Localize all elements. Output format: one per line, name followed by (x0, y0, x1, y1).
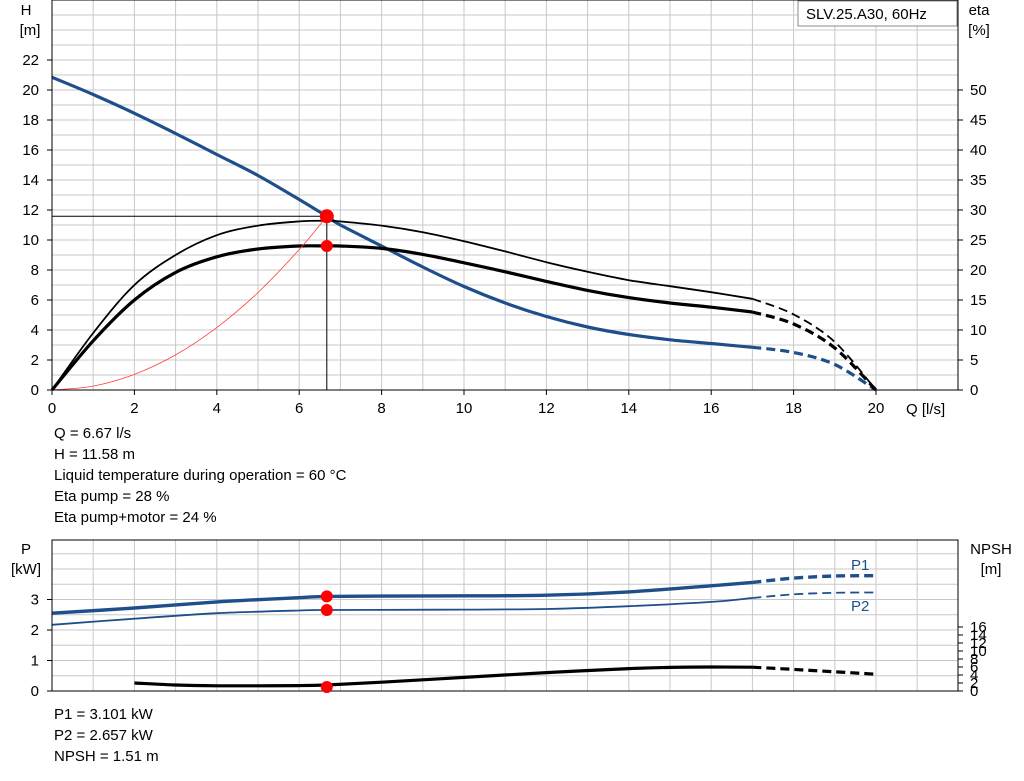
h-tick-label: 0 (31, 382, 39, 399)
series-line-2-extrapolated (751, 310, 878, 392)
npsh-tick-label: 12 (970, 635, 987, 652)
p2-marker (320, 603, 333, 616)
h-tick-label: 10 (22, 232, 39, 249)
top-chart-frame (51, 0, 959, 391)
eta-tick-label: 15 (970, 292, 987, 309)
series-label-p1: P1 (851, 557, 869, 574)
series-line-3 (51, 216, 328, 391)
power-series-line-2 (134, 665, 753, 688)
bottom-chart-frame (51, 539, 959, 692)
series-line-2 (50, 244, 753, 392)
info-npsh: NPSH = 1.51 m (54, 748, 159, 765)
x-tick-label: 8 (377, 400, 385, 417)
h-tick-label: 12 (22, 202, 39, 219)
h-tick-label: 8 (31, 262, 39, 279)
eta-tick-label: 30 (970, 202, 987, 219)
p-tick-label: 0 (31, 683, 39, 700)
power-series-line-2-extrapolated (752, 665, 877, 676)
h-tick-label: 18 (22, 112, 39, 129)
x-tick-label: 2 (130, 400, 138, 417)
p-tick-label: 1 (31, 653, 39, 670)
series-label-p2: P2 (851, 598, 869, 615)
power-series-line-1 (51, 597, 753, 626)
eta-tick-label: 40 (970, 142, 987, 159)
h-axis-label: H (21, 2, 32, 19)
x-tick-label: 10 (456, 400, 473, 417)
eta-tick-label: 50 (970, 82, 987, 99)
npsh-tick-label: 8 (970, 651, 978, 668)
x-tick-label: 20 (868, 400, 885, 417)
p1-marker (320, 590, 333, 603)
legend-text: SLV.25.A30, 60Hz (806, 6, 927, 23)
eta-tick-label: 0 (970, 382, 978, 399)
x-tick-label: 16 (703, 400, 720, 417)
p-axis-unit: [kW] (11, 561, 41, 578)
eta-axis-label: eta (969, 2, 991, 19)
npsh-tick-label: 2 (970, 675, 978, 692)
npsh-tick-label: 0 (970, 683, 978, 700)
eta-axis-unit: [%] (968, 22, 990, 39)
info-head: H = 11.58 m (54, 446, 136, 463)
npsh-tick-label: 6 (970, 659, 978, 676)
info-p1: P1 = 3.101 kW (54, 706, 153, 723)
h-tick-label: 16 (22, 142, 39, 159)
info-p2: P2 = 2.657 kW (54, 727, 153, 744)
npsh-axis-unit: [m] (981, 561, 1002, 578)
h-tick-label: 4 (31, 322, 39, 339)
eta-total-marker (320, 240, 333, 252)
legend-box (797, 0, 958, 27)
h-tick-label: 2 (31, 352, 39, 369)
bottom-chart-curves (51, 574, 877, 688)
series-line-0-extrapolated (752, 345, 877, 392)
power-point-info: P1 = 3.101 kW P2 = 2.657 kW NPSH = 1.51 … (54, 704, 159, 767)
chart-frames (51, 0, 959, 692)
npsh-tick-label: 10 (970, 643, 987, 660)
series-line-1 (51, 219, 753, 391)
duty-points (52, 209, 334, 693)
x-tick-label: 12 (538, 400, 555, 417)
eta-tick-label: 35 (970, 172, 987, 189)
duty-point-info: Q = 6.67 l/s H = 11.58 m Liquid temperat… (54, 423, 346, 528)
info-eta-pump-motor: Eta pump+motor = 24 % (54, 509, 217, 526)
q-axis-label: Q [l/s] (906, 401, 945, 418)
npsh-marker (320, 680, 333, 693)
h-tick-label: 6 (31, 292, 39, 309)
x-tick-label: 0 (48, 400, 56, 417)
h-axis-unit: [m] (20, 22, 41, 39)
npsh-tick-label: 4 (970, 667, 978, 684)
p-axis-label: P (21, 541, 31, 558)
eta-tick-label: 10 (970, 322, 987, 339)
x-tick-label: 6 (295, 400, 303, 417)
power-series-line-0-extrapolated (752, 574, 877, 585)
x-tick-label: 18 (785, 400, 802, 417)
p-tick-label: 2 (31, 622, 39, 639)
p-tick-label: 3 (31, 592, 39, 609)
npsh-tick-label: 14 (970, 627, 987, 644)
npsh-tick-label: 16 (970, 619, 987, 636)
power-series-line-1-extrapolated (752, 591, 877, 599)
series-line-1-extrapolated (752, 297, 877, 391)
npsh-axis-label: NPSH (970, 541, 1012, 558)
eta-tick-label: 20 (970, 262, 987, 279)
eta-tick-label: 5 (970, 352, 978, 369)
h-tick-label: 22 (22, 52, 39, 69)
eta-pump-marker (320, 211, 333, 223)
eta-tick-label: 45 (970, 112, 987, 129)
info-flow: Q = 6.67 l/s (54, 425, 132, 442)
x-tick-label: 14 (620, 400, 637, 417)
info-eta-pump: Eta pump = 28 % (54, 488, 170, 505)
top-chart-curves (50, 75, 878, 392)
h-tick-label: 20 (22, 82, 39, 99)
h-tick-label: 14 (22, 172, 39, 189)
x-tick-label: 4 (213, 400, 221, 417)
top-chart-ticks: 0 2 4 6 8 10 12 14 16 18 20 0 2 4 6 8 10 12 14 16 18 20 22 0 5 10… (22, 52, 986, 417)
power-series-line-0 (51, 580, 753, 615)
eta-tick-label: 25 (970, 232, 987, 249)
info-liquid-temperature: Liquid temperature during operation = 60… (54, 467, 347, 484)
series-line-0 (51, 75, 753, 349)
